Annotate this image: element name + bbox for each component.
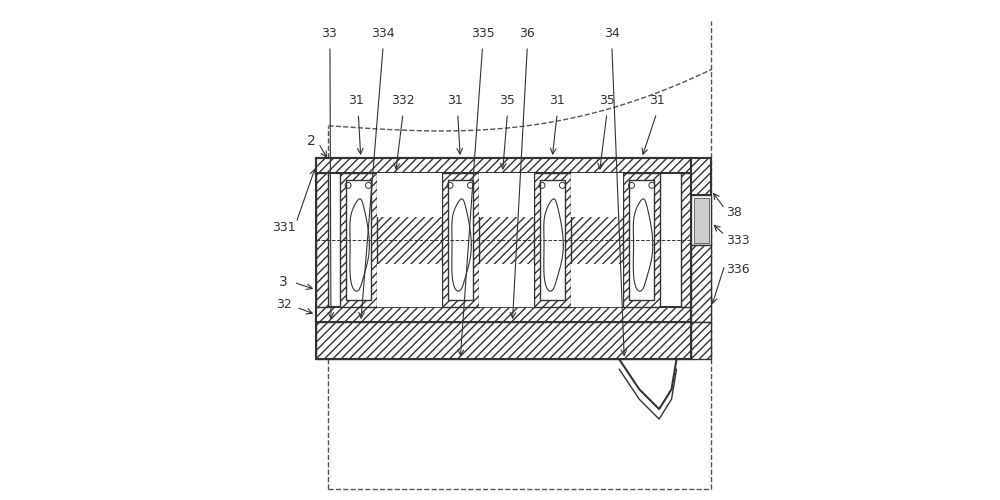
Bar [377, 173, 442, 307]
Polygon shape [479, 173, 534, 216]
Bar [694, 198, 709, 242]
Text: 333: 333 [726, 234, 750, 246]
Bar [316, 307, 691, 322]
Text: 35: 35 [500, 94, 515, 108]
Bar [691, 322, 711, 360]
Bar [691, 158, 711, 196]
Polygon shape [377, 264, 442, 307]
Bar [691, 196, 711, 245]
Text: 3: 3 [279, 276, 288, 289]
Bar [316, 158, 691, 360]
Text: 2: 2 [307, 134, 315, 147]
Bar [571, 173, 623, 307]
Text: 331: 331 [272, 221, 296, 234]
Text: 336: 336 [726, 264, 750, 276]
Text: 334: 334 [371, 27, 395, 40]
Text: 32: 32 [276, 298, 292, 311]
Bar [629, 180, 654, 300]
Polygon shape [571, 264, 623, 307]
Bar [316, 173, 328, 307]
Bar [540, 180, 565, 300]
Text: 31: 31 [447, 94, 463, 108]
Bar [623, 173, 660, 307]
Text: 33: 33 [321, 27, 336, 40]
Polygon shape [377, 173, 442, 216]
Text: 35: 35 [599, 94, 615, 108]
Bar [340, 173, 377, 307]
Text: 332: 332 [391, 94, 415, 108]
Bar [681, 173, 691, 307]
Polygon shape [571, 173, 623, 216]
Text: 31: 31 [348, 94, 364, 108]
Text: 34: 34 [604, 27, 620, 40]
Bar [346, 180, 371, 300]
Bar [316, 158, 691, 173]
Text: 31: 31 [649, 94, 664, 108]
Bar [691, 245, 711, 322]
Text: 38: 38 [726, 206, 742, 219]
Polygon shape [479, 264, 534, 307]
Text: 335: 335 [471, 27, 494, 40]
Bar [448, 180, 473, 300]
Bar [479, 173, 534, 307]
Bar [442, 173, 479, 307]
Text: 31: 31 [549, 94, 565, 108]
Bar [534, 173, 571, 307]
Bar [316, 322, 691, 360]
Text: 36: 36 [519, 27, 535, 40]
